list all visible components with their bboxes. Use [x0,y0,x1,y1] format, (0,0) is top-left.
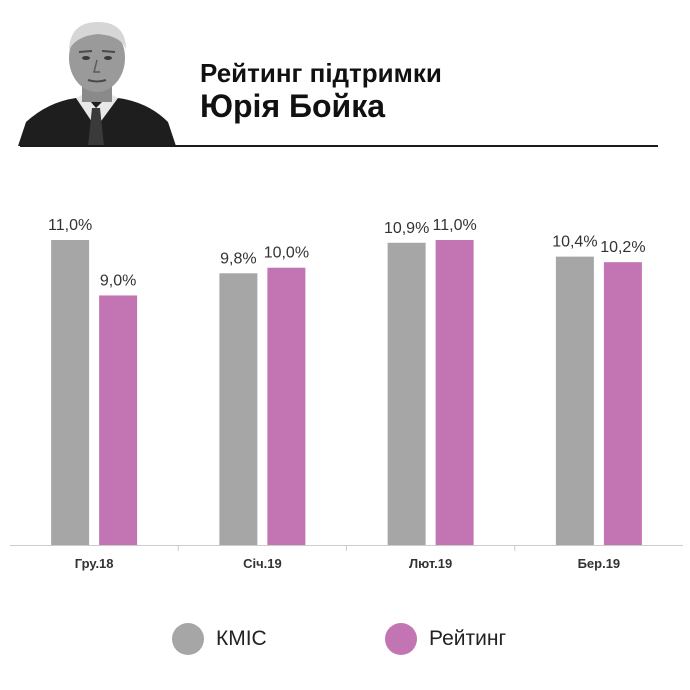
data-label-rating-3: 11,0% [433,217,477,234]
bar-kmis-2 [219,273,258,545]
header-divider [20,145,658,147]
bar-kmis-3 [387,242,426,546]
data-label-rating-4: 10,2% [600,239,645,256]
page-title-line-1: Рейтинг підтримки [200,58,442,88]
bar-kmis-1 [51,240,90,545]
bar-kmis-4 [555,256,594,545]
category-label-4: Бер.19 [578,556,621,571]
category-label-2: Січ.19 [243,556,282,571]
data-label-kmis-2: 9,8% [220,250,256,267]
legend-item-kmis: КМІС [172,622,267,656]
bar-rating-1 [99,295,138,545]
legend-swatch-kmis [172,623,204,655]
legend-item-rating: Рейтинг [385,622,506,656]
bar-rating-4 [603,262,642,545]
data-label-rating-1: 9,0% [100,272,136,289]
data-label-kmis-4: 10,4% [552,234,597,251]
data-label-kmis-3: 10,9% [384,220,429,237]
bar-rating-3 [435,240,474,545]
page-title-line-2: Юрія Бойка [200,88,386,124]
category-label-3: Лют.19 [409,556,452,571]
politician-portrait [18,22,176,146]
legend-label-rating: Рейтинг [429,627,507,650]
bar-rating-2 [267,267,306,545]
legend-label-kmis: КМІС [216,627,267,650]
legend-swatch-rating [385,623,417,655]
data-label-kmis-1: 11,0% [48,217,92,234]
category-label-1: Гру.18 [75,556,114,571]
data-label-rating-2: 10,0% [264,245,309,262]
